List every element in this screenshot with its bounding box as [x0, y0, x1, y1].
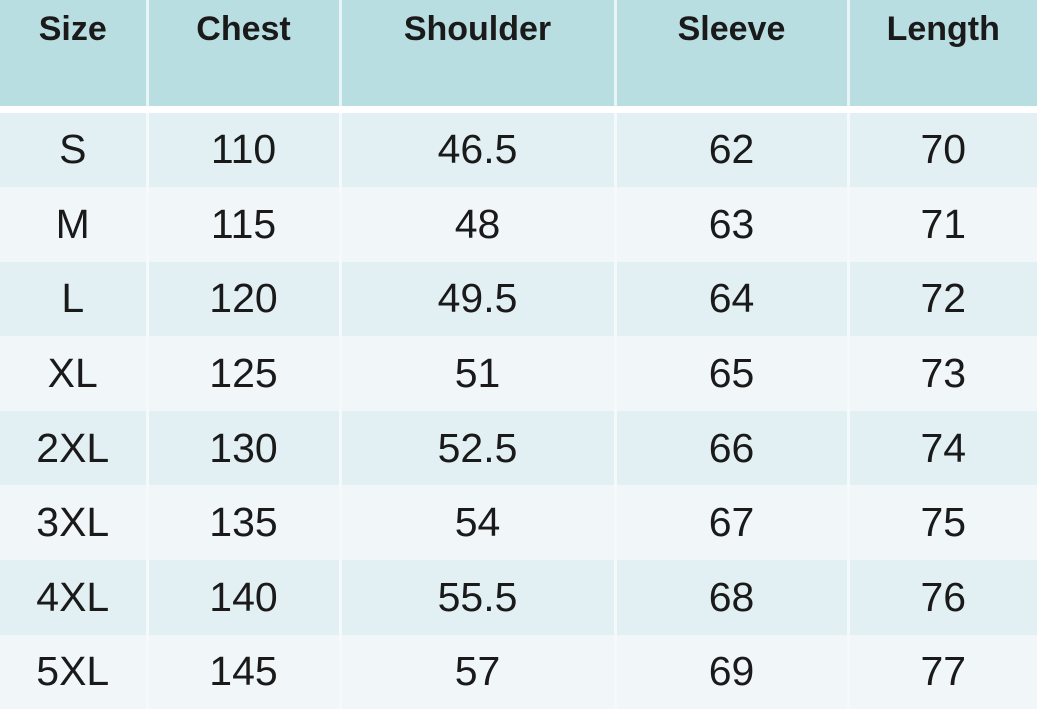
cell-sleeve: 64	[613, 261, 848, 337]
column-header-size: Size	[0, 0, 147, 113]
table-row: L 120 49.5 64 72	[0, 261, 1037, 337]
cell-shoulder: 57	[338, 634, 615, 710]
cell-chest: 120	[145, 261, 340, 337]
cell-shoulder: 51	[338, 336, 615, 411]
cell-length: 70	[846, 109, 1037, 188]
cell-size: 5XL	[0, 634, 147, 710]
cell-size: S	[0, 109, 147, 188]
cell-length: 75	[846, 485, 1037, 561]
table-row: XL 125 51 65 73	[0, 336, 1037, 411]
cell-chest: 115	[145, 187, 340, 262]
cell-length: 72	[846, 261, 1037, 337]
column-header-shoulder: Shoulder	[338, 0, 615, 113]
cell-sleeve: 67	[613, 485, 848, 561]
cell-shoulder: 46.5	[338, 109, 615, 188]
cell-sleeve: 66	[613, 410, 848, 486]
cell-length: 74	[846, 410, 1037, 486]
table-row: M 115 48 63 71	[0, 187, 1037, 262]
cell-sleeve: 69	[613, 634, 848, 710]
column-header-length: Length	[846, 0, 1037, 113]
cell-sleeve: 65	[613, 336, 848, 411]
cell-shoulder: 54	[338, 485, 615, 561]
cell-size: L	[0, 261, 147, 337]
table-row: 2XL 130 52.5 66 74	[0, 410, 1037, 486]
cell-sleeve: 68	[613, 560, 848, 635]
cell-length: 77	[846, 634, 1037, 710]
table-row: 5XL 145 57 69 77	[0, 634, 1037, 710]
cell-chest: 130	[145, 410, 340, 486]
cell-length: 76	[846, 560, 1037, 635]
cell-size: XL	[0, 336, 147, 411]
cell-shoulder: 55.5	[338, 560, 615, 635]
cell-size: 4XL	[0, 560, 147, 635]
cell-length: 71	[846, 187, 1037, 262]
table-row: S 110 46.5 62 70	[0, 109, 1037, 188]
cell-length: 73	[846, 336, 1037, 411]
cell-shoulder: 48	[338, 187, 615, 262]
column-header-sleeve: Sleeve	[613, 0, 848, 113]
cell-sleeve: 62	[613, 109, 848, 188]
cell-chest: 135	[145, 485, 340, 561]
cell-chest: 125	[145, 336, 340, 411]
cell-size: 3XL	[0, 485, 147, 561]
column-header-chest: Chest	[145, 0, 340, 113]
cell-shoulder: 49.5	[338, 261, 615, 337]
table-row: 4XL 140 55.5 68 76	[0, 560, 1037, 635]
cell-sleeve: 63	[613, 187, 848, 262]
cell-chest: 145	[145, 634, 340, 710]
table-row: 3XL 135 54 67 75	[0, 485, 1037, 561]
cell-size: M	[0, 187, 147, 262]
cell-size: 2XL	[0, 410, 147, 486]
cell-shoulder: 52.5	[338, 410, 615, 486]
cell-chest: 140	[145, 560, 340, 635]
cell-chest: 110	[145, 109, 340, 188]
header-row: Size Chest Shoulder Sleeve Length	[0, 0, 1037, 113]
